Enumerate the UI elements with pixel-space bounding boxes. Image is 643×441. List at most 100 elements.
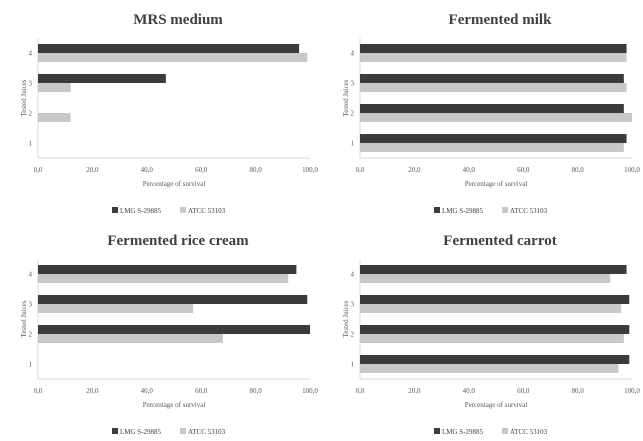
legend-swatch-atcc — [180, 428, 186, 434]
chart-title: MRS medium — [133, 12, 223, 28]
legend-swatch-lmg — [434, 207, 440, 213]
legend-label-atcc: ATCC 53103 — [510, 207, 548, 215]
legend-swatch-atcc — [502, 207, 508, 213]
bar-atcc-3 — [360, 304, 622, 313]
legend-swatch-lmg — [434, 428, 440, 434]
x-tick-label: 20,0 — [408, 387, 421, 395]
y-tick-label: 3 — [351, 80, 355, 88]
y-tick-label: 1 — [351, 140, 355, 148]
x-tick-label: 100,0 — [624, 387, 640, 395]
x-tick-label: 0,0 — [34, 387, 43, 395]
x-tick-label: 0,0 — [34, 166, 43, 174]
bar-atcc-3 — [360, 83, 627, 92]
x-tick-label: 80,0 — [571, 166, 584, 174]
bar-atcc-4 — [38, 53, 308, 62]
bar-lmg-1 — [360, 134, 627, 143]
y-axis-label: Tested Juices — [342, 300, 350, 337]
legend-label-lmg: LMG S-29885 — [120, 428, 162, 436]
chart-fermented-milk: Fermented milk 1 2 3 4 0,0 20,0 40,0 60,0 80,0 100… — [322, 0, 643, 220]
legend-label-atcc: ATCC 53103 — [188, 207, 226, 215]
legend-label-atcc: ATCC 53103 — [510, 428, 548, 436]
bar-atcc-3 — [38, 83, 71, 92]
bar-lmg-2 — [360, 325, 630, 334]
legend-swatch-atcc — [180, 207, 186, 213]
y-tick-label: 3 — [29, 301, 33, 309]
legend-swatch-lmg — [112, 428, 118, 434]
chart-fermented-rice-cream: Fermented rice cream 1 2 3 4 0,0 20,0 40,0 60,0 8… — [0, 221, 321, 441]
bar-atcc-2 — [38, 113, 71, 122]
y-axis-label: Tested Juices — [342, 79, 350, 116]
x-tick-label: 100,0 — [302, 166, 318, 174]
bar-lmg-4 — [360, 44, 627, 53]
legend-label-lmg: LMG S-29885 — [442, 207, 484, 215]
x-tick-label: 60,0 — [195, 387, 208, 395]
bar-lmg-2 — [38, 325, 310, 334]
x-tick-label: 60,0 — [517, 387, 530, 395]
y-tick-label: 4 — [29, 271, 33, 279]
y-axis-label: Tested Juices — [20, 79, 28, 116]
chart-mrs-medium: MRS medium 1 2 3 4 0,0 20,0 40,0 60,0 80,0 100,0 Pe… — [0, 0, 321, 220]
legend-label-lmg: LMG S-29885 — [442, 428, 484, 436]
x-axis-label: Percentage of survival — [143, 180, 206, 188]
y-tick-label: 1 — [29, 361, 33, 369]
x-tick-label: 60,0 — [517, 166, 530, 174]
bar-lmg-4 — [360, 265, 627, 274]
bar-lmg-3 — [38, 295, 308, 304]
bar-lmg-4 — [38, 265, 297, 274]
y-tick-label: 4 — [351, 271, 355, 279]
x-axis-label: Percentage of survival — [143, 401, 206, 409]
chart-title: Fermented rice cream — [107, 233, 249, 249]
y-tick-label: 4 — [29, 50, 33, 58]
bar-atcc-4 — [360, 53, 627, 62]
y-tick-label: 1 — [29, 140, 33, 148]
bar-lmg-2 — [360, 104, 624, 113]
bar-lmg-4 — [38, 44, 300, 53]
x-axis-label: Percentage of survival — [465, 180, 528, 188]
x-tick-label: 60,0 — [195, 166, 208, 174]
x-tick-label: 100,0 — [302, 387, 318, 395]
y-axis-label: Tested Juices — [20, 300, 28, 337]
y-tick-label: 3 — [29, 80, 33, 88]
legend-swatch-atcc — [502, 428, 508, 434]
bar-lmg-3 — [38, 74, 166, 83]
x-tick-label: 0,0 — [356, 387, 365, 395]
x-tick-label: 40,0 — [463, 166, 476, 174]
x-tick-label: 40,0 — [463, 387, 476, 395]
bar-atcc-1 — [360, 364, 619, 373]
chart-title: Fermented carrot — [443, 233, 556, 249]
x-tick-label: 0,0 — [356, 166, 365, 174]
y-tick-label: 2 — [351, 331, 355, 339]
y-tick-label: 2 — [351, 110, 355, 118]
y-tick-label: 2 — [29, 110, 33, 118]
chart-title: Fermented milk — [449, 12, 553, 28]
y-tick-label: 4 — [351, 50, 355, 58]
bar-atcc-2 — [360, 113, 632, 122]
x-tick-label: 80,0 — [571, 387, 584, 395]
bar-atcc-4 — [360, 274, 611, 283]
bar-lmg-3 — [360, 74, 624, 83]
bar-atcc-3 — [38, 304, 194, 313]
chart-fermented-carrot: Fermented carrot 1 2 3 4 0,0 20,0 40,0 60,0 80,0 1… — [322, 221, 643, 441]
x-axis-label: Percentage of survival — [465, 401, 528, 409]
x-tick-label: 40,0 — [141, 166, 154, 174]
x-tick-label: 20,0 — [86, 387, 99, 395]
legend-label-atcc: ATCC 53103 — [188, 428, 226, 436]
x-tick-label: 20,0 — [408, 166, 421, 174]
bar-atcc-2 — [360, 334, 624, 343]
y-tick-label: 1 — [351, 361, 355, 369]
bar-atcc-2 — [38, 334, 223, 343]
legend-label-lmg: LMG S-29885 — [120, 207, 162, 215]
x-tick-label: 40,0 — [141, 387, 154, 395]
bar-atcc-1 — [360, 143, 624, 152]
y-tick-label: 2 — [29, 331, 33, 339]
bar-lmg-3 — [360, 295, 630, 304]
x-tick-label: 100,0 — [624, 166, 640, 174]
x-tick-label: 20,0 — [86, 166, 99, 174]
y-tick-label: 3 — [351, 301, 355, 309]
bar-lmg-1 — [360, 355, 630, 364]
x-tick-label: 80,0 — [249, 166, 262, 174]
legend-swatch-lmg — [112, 207, 118, 213]
